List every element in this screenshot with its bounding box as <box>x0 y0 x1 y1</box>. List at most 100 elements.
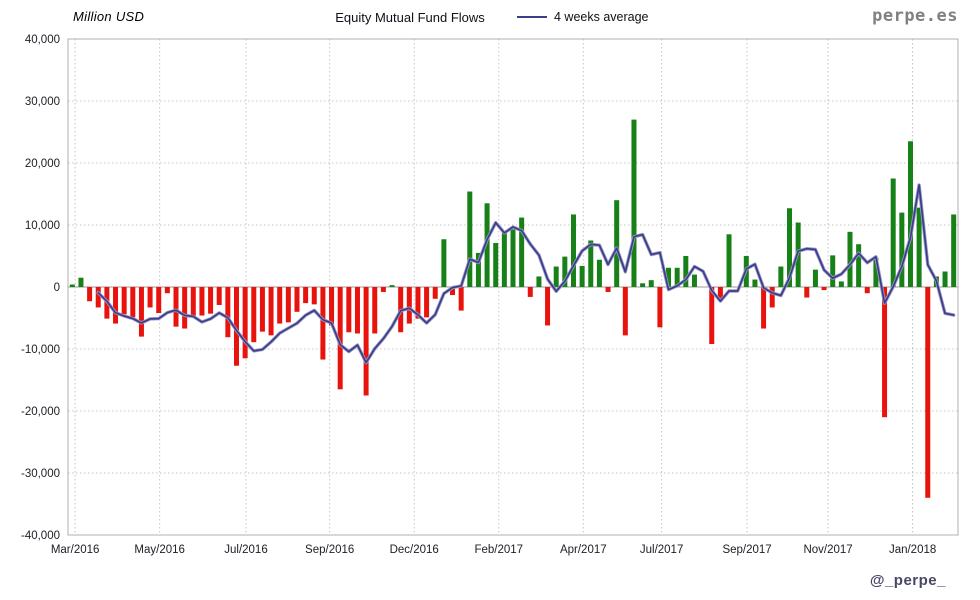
bar-positive <box>596 259 602 287</box>
bar-negative <box>303 287 309 304</box>
bar-positive <box>856 244 862 287</box>
bar-negative <box>147 287 153 308</box>
bar-positive <box>691 274 697 287</box>
bar-negative <box>450 287 456 296</box>
bar-negative <box>605 287 611 292</box>
bar-negative <box>242 287 248 359</box>
bar-negative <box>415 287 421 319</box>
bar-positive <box>475 252 481 287</box>
y-axis-title: Million USD <box>73 9 145 24</box>
chart-title: Equity Mutual Fund Flows <box>335 10 485 25</box>
bar-positive <box>501 232 507 287</box>
x-tick-label: Apr/2017 <box>560 544 607 556</box>
bar-positive <box>752 279 758 287</box>
bar-negative <box>173 287 179 327</box>
bar-negative <box>277 287 283 324</box>
x-tick-label: Sep/2016 <box>305 544 354 556</box>
bar-positive <box>78 277 84 287</box>
bar-negative <box>294 287 300 312</box>
bar-positive <box>899 212 905 287</box>
bar-negative <box>285 287 291 323</box>
bar-negative <box>121 287 127 315</box>
bar-negative <box>622 287 628 336</box>
bar-positive <box>890 178 896 287</box>
bar-negative <box>380 287 386 292</box>
bar-negative <box>329 287 335 326</box>
bar-positive <box>579 265 585 287</box>
bar-negative <box>354 287 360 334</box>
y-tick-label: 40,000 <box>25 34 60 46</box>
bar-negative <box>190 287 196 318</box>
bar-negative <box>311 287 317 305</box>
bar-positive <box>942 271 948 287</box>
bar-positive <box>778 266 784 287</box>
y-tick-label: 20,000 <box>25 158 60 170</box>
bar-positive <box>519 217 525 287</box>
author-handle: @_perpe_ <box>869 572 946 589</box>
x-tick-label: May/2016 <box>134 544 185 556</box>
bar-negative <box>372 287 378 334</box>
bar-positive <box>570 214 576 287</box>
average-line <box>97 184 955 364</box>
y-tick-label: -10,000 <box>21 344 60 356</box>
bar-negative <box>337 287 343 390</box>
bar-positive <box>389 285 395 287</box>
bar-positive <box>873 257 879 287</box>
bar-positive <box>787 208 793 287</box>
bar-positive <box>838 281 844 287</box>
bar-negative <box>406 287 412 324</box>
x-tick-label: Feb/2017 <box>474 544 523 556</box>
y-tick-label: 0 <box>54 282 60 294</box>
bar-positive <box>69 284 75 287</box>
bar-negative <box>925 287 931 498</box>
bar-positive <box>493 242 499 287</box>
bar-positive <box>666 267 672 287</box>
bar-negative <box>545 287 551 326</box>
bar-negative <box>87 287 93 302</box>
bar-negative <box>268 287 274 336</box>
bar-positive <box>588 240 594 287</box>
bar-positive <box>562 256 568 287</box>
bar-positive <box>674 267 680 287</box>
bar-negative <box>164 287 170 294</box>
y-tick-label: -40,000 <box>21 530 60 542</box>
legend-label: 4 weeks average <box>554 10 649 24</box>
bar-negative <box>804 287 810 298</box>
bar-negative <box>882 287 888 418</box>
bar-negative <box>251 287 257 343</box>
bar-negative <box>709 287 715 345</box>
bar-positive <box>631 119 637 287</box>
bar-positive <box>812 269 818 287</box>
bar-negative <box>113 287 119 324</box>
bar-negative <box>95 287 101 308</box>
bar-negative <box>156 287 162 314</box>
y-tick-label: -30,000 <box>21 468 60 480</box>
bar-negative <box>432 287 438 299</box>
bar-negative <box>216 287 222 305</box>
bar-negative <box>225 287 231 338</box>
bar-positive <box>640 283 646 287</box>
x-tick-label: Jul/2017 <box>640 544 683 556</box>
x-tick-label: Mar/2016 <box>51 544 100 556</box>
y-tick-label: 30,000 <box>25 96 60 108</box>
bar-positive <box>830 255 836 287</box>
legend: 4 weeks average <box>517 10 649 24</box>
bar-positive <box>907 141 913 287</box>
bar-negative <box>208 287 214 314</box>
bar-positive <box>467 191 473 287</box>
bar-negative <box>527 287 533 297</box>
bar-positive <box>614 200 620 287</box>
x-tick-label: Nov/2017 <box>803 544 852 556</box>
bar-negative <box>199 287 205 316</box>
bar-negative <box>821 287 827 291</box>
bar-positive <box>847 231 853 287</box>
bar-negative <box>259 287 265 332</box>
bar-negative <box>864 287 870 294</box>
y-tick-label: 10,000 <box>25 220 60 232</box>
plot-border <box>67 38 959 536</box>
bar-negative <box>138 287 144 337</box>
x-tick-label: Jan/2018 <box>889 544 936 556</box>
bar-negative <box>458 287 464 311</box>
